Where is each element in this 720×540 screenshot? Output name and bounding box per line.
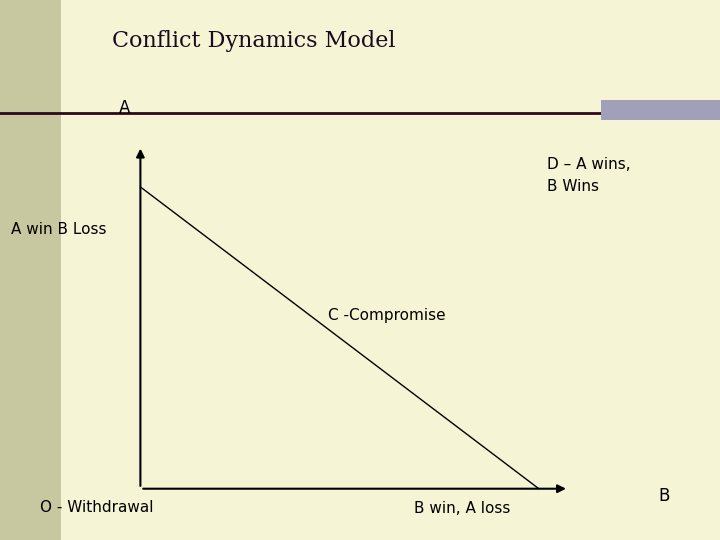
Text: O - Withdrawal: O - Withdrawal: [40, 500, 153, 515]
FancyBboxPatch shape: [0, 0, 61, 540]
Text: B: B: [659, 487, 670, 505]
Text: Conflict Dynamics Model: Conflict Dynamics Model: [112, 30, 395, 52]
Text: B Wins: B Wins: [547, 179, 599, 194]
Text: B win, A loss: B win, A loss: [414, 501, 510, 516]
Text: A: A: [119, 99, 130, 117]
Text: C -Compromise: C -Compromise: [328, 308, 445, 323]
Text: D – A wins,: D – A wins,: [547, 157, 631, 172]
Text: A win B Loss: A win B Loss: [11, 222, 107, 237]
FancyBboxPatch shape: [601, 100, 720, 120]
